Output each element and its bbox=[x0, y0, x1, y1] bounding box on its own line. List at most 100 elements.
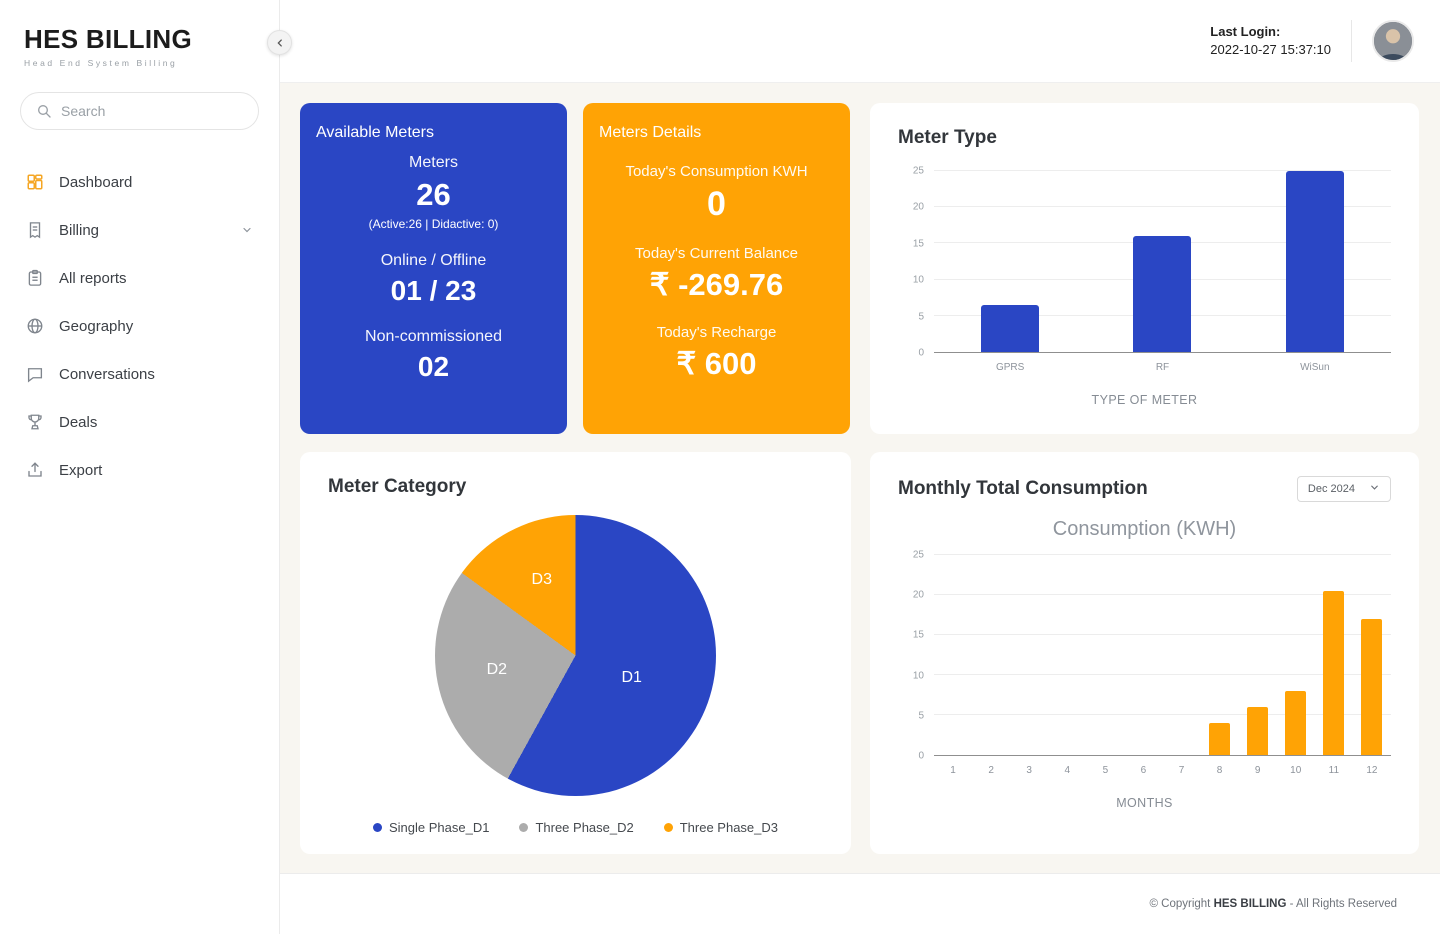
dashboard-content: Available Meters Meters 26 (Active:26 | … bbox=[280, 83, 1440, 873]
todays-balance-value: ₹ -269.76 bbox=[649, 267, 784, 302]
sidebar-item-geography[interactable]: Geography bbox=[0, 302, 279, 350]
x-tick: 6 bbox=[1140, 765, 1147, 776]
meter-category-title: Meter Category bbox=[328, 476, 467, 497]
chevron-down-icon bbox=[1369, 482, 1380, 496]
available-meters-card: Available Meters Meters 26 (Active:26 | … bbox=[300, 103, 567, 434]
y-tick: 5 bbox=[918, 710, 924, 722]
meters-note: (Active:26 | Didactive: 0) bbox=[368, 217, 499, 231]
gridline bbox=[934, 634, 1391, 635]
dashboard-icon bbox=[26, 173, 44, 191]
legend-item-single-phase-d1: Single Phase_D1 bbox=[372, 820, 490, 835]
non-commissioned-label: Non-commissioned bbox=[365, 328, 502, 345]
bar-GPRS bbox=[981, 304, 1040, 352]
plot-area bbox=[934, 554, 1391, 756]
search-input[interactable] bbox=[61, 103, 243, 119]
brand-title: HES BILLING bbox=[24, 24, 255, 55]
brand-tagline: Head End System Billing bbox=[24, 58, 178, 68]
y-tick: 15 bbox=[912, 238, 924, 250]
brand-title-primary: HES bbox=[24, 24, 79, 54]
monthly-consumption-title: Monthly Total Consumption bbox=[898, 478, 1148, 499]
todays-balance-label: Today's Current Balance bbox=[635, 245, 798, 262]
x-tick: 10 bbox=[1290, 765, 1302, 776]
bar-10 bbox=[1285, 691, 1307, 755]
y-tick: 5 bbox=[918, 311, 924, 323]
sidebar: HES BILLING Head End System Billing Dash… bbox=[0, 0, 280, 934]
sidebar-item-conversations[interactable]: Conversations bbox=[0, 350, 279, 398]
meters-label: Meters bbox=[409, 154, 458, 171]
brand-logo: HES BILLING Head End System Billing bbox=[0, 0, 279, 76]
x-tick: RF bbox=[1155, 362, 1170, 373]
sidebar-nav: Dashboard Billing All reports bbox=[0, 150, 279, 502]
sidebar-item-all-reports[interactable]: All reports bbox=[0, 254, 279, 302]
legend-label: Single Phase_D1 bbox=[388, 820, 490, 835]
x-tick: 4 bbox=[1064, 765, 1071, 776]
x-tick: 7 bbox=[1178, 765, 1185, 776]
avatar[interactable] bbox=[1372, 20, 1414, 62]
header-divider bbox=[1351, 20, 1352, 62]
x-tick: 8 bbox=[1216, 765, 1223, 776]
sidebar-item-label: Deals bbox=[59, 413, 98, 431]
online-offline-value: 01 / 23 bbox=[390, 275, 477, 306]
legend-label: Three Phase_D3 bbox=[679, 820, 779, 835]
copyright-brand: HES BILLING bbox=[1213, 898, 1287, 910]
billing-icon bbox=[26, 221, 44, 239]
globe-icon bbox=[26, 317, 44, 335]
sidebar-item-label: Conversations bbox=[59, 365, 155, 383]
y-axis: 0 5 10 15 20 25 bbox=[898, 550, 934, 762]
reports-icon bbox=[26, 269, 44, 287]
gridline bbox=[934, 170, 1391, 171]
monthly-chart-subtitle: Consumption (KWH) bbox=[1052, 518, 1237, 540]
bar-RF bbox=[1133, 236, 1192, 352]
y-tick: 25 bbox=[912, 549, 924, 561]
meter-category-card: Meter Category D1 D2 D3 Single Phase_D1 bbox=[300, 452, 851, 854]
monthly-consumption-chart: 0 5 10 15 20 25 1 2 3 4 5 6 7 8 9 10 11 12 MONTHS bbox=[898, 550, 1391, 810]
sidebar-item-billing[interactable]: Billing bbox=[0, 206, 279, 254]
deals-icon bbox=[26, 413, 44, 431]
sidebar-collapse-button[interactable] bbox=[267, 30, 292, 55]
pie-slice-label-d2: D2 bbox=[486, 660, 508, 678]
last-login-info: Last Login: 2022-10-27 15:37:10 bbox=[1210, 23, 1331, 59]
legend-item-three-phase-d3: Three Phase_D3 bbox=[663, 820, 779, 835]
x-tick: 9 bbox=[1254, 765, 1261, 776]
y-tick: 20 bbox=[912, 201, 924, 213]
available-meters-title: Available Meters bbox=[316, 124, 434, 141]
meters-details-card: Meters Details Today's Consumption KWH 0… bbox=[583, 103, 850, 434]
legend-dot bbox=[663, 823, 673, 832]
legend-dot bbox=[372, 823, 382, 832]
last-login-value: 2022-10-27 15:37:10 bbox=[1210, 42, 1331, 57]
y-tick: 0 bbox=[918, 750, 924, 762]
search-icon bbox=[36, 102, 52, 120]
x-tick: 1 bbox=[950, 765, 956, 776]
meter-type-title: Meter Type bbox=[898, 127, 997, 148]
top-bar: Last Login: 2022-10-27 15:37:10 bbox=[267, 0, 1440, 83]
x-axis-title: TYPE OF METER bbox=[1091, 393, 1198, 407]
brand-title-secondary: BILLING bbox=[78, 24, 192, 54]
pie-slice-label-d3: D3 bbox=[531, 570, 552, 588]
legend-item-three-phase-d2: Three Phase_D2 bbox=[519, 820, 634, 835]
sidebar-item-export[interactable]: Export bbox=[0, 446, 279, 494]
bar-11 bbox=[1323, 591, 1345, 755]
x-axis: 1 2 3 4 5 6 7 8 9 10 11 12 bbox=[934, 756, 1391, 776]
legend-dot bbox=[519, 823, 529, 832]
sidebar-item-deals[interactable]: Deals bbox=[0, 398, 279, 446]
bar-8 bbox=[1209, 723, 1231, 755]
online-offline-label: Online / Offline bbox=[380, 252, 487, 269]
sidebar-item-label: Dashboard bbox=[59, 173, 133, 191]
gridline bbox=[934, 554, 1391, 555]
bar-12 bbox=[1361, 619, 1383, 755]
meter-type-chart: 0 5 10 15 20 25 GPRS RF WiSun TYPE OF METER bbox=[898, 166, 1391, 407]
search-box[interactable] bbox=[20, 92, 259, 130]
pie-slice-label-d1: D1 bbox=[621, 668, 642, 686]
todays-consumption-value: 0 bbox=[707, 185, 726, 223]
sidebar-item-dashboard[interactable]: Dashboard bbox=[0, 158, 279, 206]
meter-type-card: Meter Type 0 5 10 15 20 25 GPRS RF WiSun TYPE O… bbox=[870, 103, 1419, 434]
y-axis: 0 5 10 15 20 25 bbox=[898, 166, 934, 359]
sidebar-item-label: Geography bbox=[59, 317, 134, 335]
y-tick: 25 bbox=[912, 165, 924, 177]
todays-recharge-value: ₹ 600 bbox=[676, 346, 757, 381]
y-tick: 10 bbox=[912, 274, 924, 286]
gridline bbox=[934, 206, 1391, 208]
meters-value: 26 bbox=[416, 177, 451, 212]
month-selector[interactable]: Dec 2024 bbox=[1296, 476, 1391, 502]
